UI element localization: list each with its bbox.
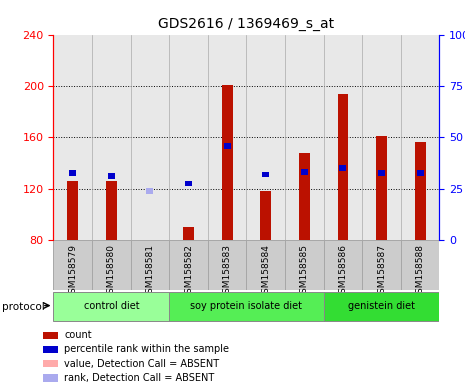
Text: GSM158588: GSM158588 xyxy=(416,244,425,299)
Text: GSM158584: GSM158584 xyxy=(261,244,270,299)
Text: GSM158587: GSM158587 xyxy=(377,244,386,299)
Text: soy protein isolate diet: soy protein isolate diet xyxy=(191,301,302,311)
Text: count: count xyxy=(64,330,92,340)
Bar xyxy=(222,84,232,240)
Bar xyxy=(262,172,269,177)
Bar xyxy=(338,94,348,240)
Title: GDS2616 / 1369469_s_at: GDS2616 / 1369469_s_at xyxy=(159,17,334,31)
Bar xyxy=(208,240,246,290)
Bar xyxy=(339,165,346,171)
Bar xyxy=(145,240,155,243)
Text: protocol: protocol xyxy=(2,302,45,312)
Text: genistein diet: genistein diet xyxy=(348,301,415,311)
Bar xyxy=(324,291,439,321)
Bar xyxy=(106,181,117,240)
Bar xyxy=(146,188,153,194)
Bar xyxy=(108,173,115,179)
Text: GSM158580: GSM158580 xyxy=(107,244,116,299)
Bar xyxy=(376,136,387,240)
Bar xyxy=(169,240,208,290)
Bar xyxy=(224,143,231,149)
Bar xyxy=(44,360,58,367)
Bar xyxy=(246,240,285,290)
Bar xyxy=(92,240,131,290)
Bar xyxy=(69,170,76,176)
Bar xyxy=(53,291,169,321)
Bar xyxy=(299,153,310,240)
Text: GSM158583: GSM158583 xyxy=(223,244,232,299)
Text: GSM158585: GSM158585 xyxy=(300,244,309,299)
Bar xyxy=(53,240,92,290)
Text: GSM158586: GSM158586 xyxy=(339,244,347,299)
Bar xyxy=(67,181,78,240)
Bar xyxy=(401,240,439,290)
Text: GSM158581: GSM158581 xyxy=(146,244,154,299)
Bar xyxy=(44,374,58,382)
Text: rank, Detection Call = ABSENT: rank, Detection Call = ABSENT xyxy=(64,373,215,383)
Bar xyxy=(169,291,324,321)
Bar xyxy=(44,346,58,353)
Bar xyxy=(378,170,385,176)
Text: control diet: control diet xyxy=(84,301,139,311)
Text: value, Detection Call = ABSENT: value, Detection Call = ABSENT xyxy=(64,359,219,369)
Text: GSM158582: GSM158582 xyxy=(184,244,193,299)
Bar xyxy=(301,169,308,175)
Bar xyxy=(415,142,425,240)
Bar xyxy=(183,227,194,240)
Bar xyxy=(44,332,58,339)
Bar xyxy=(260,191,271,240)
Bar xyxy=(185,180,192,186)
Bar xyxy=(362,240,401,290)
Text: GSM158579: GSM158579 xyxy=(68,244,77,299)
Bar xyxy=(324,240,362,290)
Text: percentile rank within the sample: percentile rank within the sample xyxy=(64,344,229,354)
Bar xyxy=(131,240,169,290)
Bar xyxy=(285,240,324,290)
Bar xyxy=(417,170,424,176)
